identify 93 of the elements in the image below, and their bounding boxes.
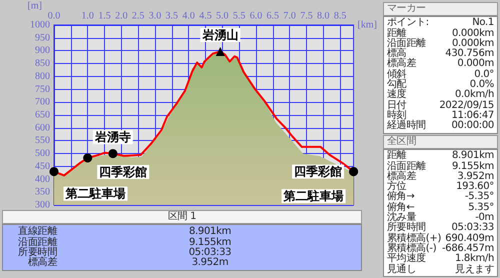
y-axis-title: [m] xyxy=(28,0,42,12)
text: 速度 xyxy=(387,89,406,100)
text: マーカー xyxy=(383,2,498,16)
text: 経過時間 xyxy=(387,120,426,132)
annotation: 四季彩館 xyxy=(99,164,148,179)
x-tick-label: 2.5 xyxy=(132,10,144,22)
y-tick-label: 400 xyxy=(35,174,50,185)
text: 全区間 xyxy=(383,135,498,150)
text: 日付 xyxy=(387,100,406,111)
text: 沿面距離 xyxy=(387,38,426,49)
text: 00:00:00 xyxy=(451,120,494,132)
text: 俯角← xyxy=(387,202,414,213)
annotation: 岩湧山 xyxy=(201,28,238,42)
text: 0.000km xyxy=(452,38,494,49)
annotation: 第二駐車場 xyxy=(282,189,344,204)
annotation: 四季彩館 xyxy=(294,164,342,179)
y-tick-label: 950 xyxy=(35,32,50,44)
y-tick-label: 850 xyxy=(35,58,50,70)
x-axis-title: [km] xyxy=(358,20,378,30)
text: 標高差 xyxy=(387,170,416,182)
text: 8.901km xyxy=(452,150,494,162)
text: 累積標高(+) xyxy=(387,232,442,244)
annotation: 第二駐車場 xyxy=(64,186,126,201)
text: No.1 xyxy=(472,17,494,28)
text: 沿面距離 xyxy=(387,160,426,172)
x-tick-label: 5.0 xyxy=(216,10,229,22)
y-tick-label: 800 xyxy=(35,70,50,82)
text: 2022/09/15 xyxy=(439,100,494,111)
x-tick-label: 6.5 xyxy=(266,10,280,22)
text: 3.952m xyxy=(457,170,494,182)
text: 0.000m xyxy=(457,58,494,70)
x-tick-label: 5.5 xyxy=(232,10,246,22)
text: 見通し xyxy=(387,264,416,275)
text: 標高差 xyxy=(387,58,416,70)
y-tick-label: 450 xyxy=(35,160,50,172)
y-tick-label: 300 xyxy=(35,200,50,210)
text: 標高差 xyxy=(26,257,57,268)
x-tick-label: 1.0 xyxy=(81,10,94,22)
y-tick-label: 650 xyxy=(35,110,50,120)
text: 690.409m xyxy=(445,232,494,244)
y-tick-label: 750 xyxy=(35,84,50,95)
text: 傾斜 xyxy=(387,68,406,80)
text: ポイント: xyxy=(387,17,429,28)
text: 俯角→ xyxy=(387,191,414,202)
text: 3.952m xyxy=(190,257,230,268)
text: 所要時間 xyxy=(387,222,426,234)
text: 距離 xyxy=(387,28,406,39)
text: -686.457m xyxy=(442,242,494,254)
y-tick-label: 350 xyxy=(35,186,50,198)
text: 0.0km/h xyxy=(454,89,494,100)
x-tick-label: 0.0 xyxy=(48,10,60,22)
y-tick-label: 550 xyxy=(35,135,50,146)
text: 05:03:33 xyxy=(188,246,232,258)
text: 5.35° xyxy=(468,202,494,213)
x-tick-label: 7.5 xyxy=(300,10,313,22)
text: -5.35° xyxy=(464,191,494,202)
text: 0.0° xyxy=(474,68,494,80)
text: 11:06:47 xyxy=(451,110,494,121)
text: 05:03:33 xyxy=(451,222,494,234)
text: 沿面距離 xyxy=(17,236,57,248)
x-tick-label: 8.5 xyxy=(334,10,346,22)
text: 430.756m xyxy=(445,48,494,60)
x-tick-label: 3.5 xyxy=(166,10,178,22)
x-tick-label: 7.0 xyxy=(283,10,296,22)
y-tick-label: 700 xyxy=(35,96,50,108)
y-tick-label: 500 xyxy=(35,148,50,160)
x-tick-label: 4.5 xyxy=(199,10,212,22)
text: 0.0% xyxy=(470,79,494,90)
x-tick-label: 4.0 xyxy=(182,10,195,22)
text: 時刻 xyxy=(387,110,406,121)
text: 9.155km xyxy=(452,160,494,172)
y-tick-label: 600 xyxy=(35,122,50,134)
text: 8.901km xyxy=(188,226,232,238)
text: 所要時間 xyxy=(17,246,57,258)
text: 193.60° xyxy=(456,181,494,192)
x-tick-label: 2.0 xyxy=(115,10,128,22)
text: 0.000km xyxy=(452,28,494,39)
y-tick-label: 900 xyxy=(35,45,50,56)
y-tick-label: 1000 xyxy=(30,20,50,30)
text: 区間 1 xyxy=(2,210,362,224)
x-tick-label: 1.5 xyxy=(98,10,111,22)
x-tick-label: 3.0 xyxy=(148,10,162,22)
text: 9.155km xyxy=(188,236,232,248)
text: 見えます xyxy=(455,264,494,275)
text: -0m xyxy=(475,212,494,224)
text: 累積標高(-) xyxy=(387,242,436,254)
text: 平均速度 xyxy=(387,253,426,264)
text: 直線距離 xyxy=(17,226,57,238)
x-tick-label: 6.0 xyxy=(250,10,262,22)
annotation: 岩湧寺 xyxy=(94,130,131,144)
x-tick-label: 8.0 xyxy=(317,10,330,22)
text: 距離 xyxy=(387,150,406,162)
text: 1.8km/h xyxy=(454,253,494,264)
